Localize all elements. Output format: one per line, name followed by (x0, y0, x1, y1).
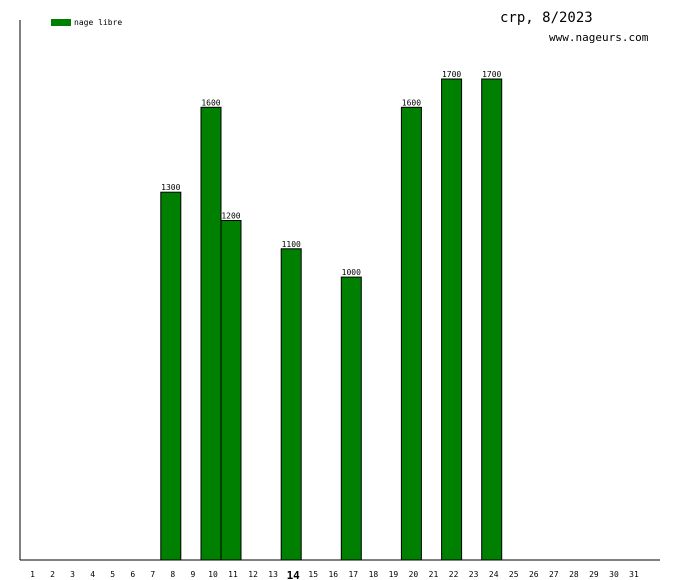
x-tick-label: 6 (130, 570, 135, 579)
x-tick-label: 25 (509, 570, 519, 579)
x-tick-label: 27 (549, 570, 559, 579)
x-tick-label: 21 (429, 570, 439, 579)
data-label-day-11: 1200 (221, 212, 240, 221)
x-tick-label: 31 (629, 570, 639, 579)
x-tick-label: 23 (469, 570, 479, 579)
data-label-day-14: 1100 (282, 240, 301, 249)
bar-day-20 (400, 106, 422, 561)
x-tick-label: 20 (409, 570, 419, 579)
chart-title: crp, 8/2023 (500, 10, 593, 26)
x-tick-label: 30 (609, 570, 619, 579)
x-tick-label: 29 (589, 570, 599, 579)
x-tick-label: 2 (50, 570, 55, 579)
data-label-day-10: 1600 (201, 98, 220, 107)
data-label-day-8: 1300 (161, 183, 180, 192)
data-label-day-20: 1600 (402, 98, 421, 107)
x-tick-label: 15 (308, 570, 318, 579)
x-tick-label: 17 (348, 570, 358, 579)
bar-day-17 (340, 276, 362, 561)
bar-day-24 (481, 78, 503, 561)
x-tick-label: 3 (70, 570, 75, 579)
legend: nage libre (51, 18, 122, 27)
bar-day-22 (441, 78, 463, 561)
x-tick-label: 8 (170, 570, 175, 579)
x-tick-label: 12 (248, 570, 258, 579)
x-tick-label: 4 (90, 570, 95, 579)
x-tick-label: 13 (268, 570, 278, 579)
x-tick-label: 11 (228, 570, 238, 579)
data-label-day-17: 1000 (342, 268, 361, 277)
x-tick-label: 28 (569, 570, 579, 579)
x-tick-label: 7 (150, 570, 155, 579)
bars (160, 78, 503, 561)
x-tick-label: 5 (110, 570, 115, 579)
bar-day-11 (220, 220, 242, 561)
x-tick-labels: 1 2 3 4 5 6 7 8 9 10 11 12 13 14 15 16 17 18 19 20 21 22 23 24 2… (30, 569, 639, 580)
bar-day-14 (280, 248, 302, 561)
x-tick-label: 18 (369, 570, 379, 579)
x-tick-label: 10 (208, 570, 218, 579)
x-tick-label: 24 (489, 570, 499, 579)
x-tick-label: 16 (328, 570, 338, 579)
bar-day-8 (160, 191, 182, 561)
legend-swatch (51, 19, 71, 26)
legend-label: nage libre (74, 18, 122, 27)
x-tick-label: 26 (529, 570, 539, 579)
data-label-day-22: 1700 (442, 70, 461, 79)
site-credit: www.nageurs.com (549, 31, 649, 44)
x-tick-label: 22 (449, 570, 459, 579)
bar-day-10 (200, 106, 222, 561)
x-tick-label: 9 (190, 570, 195, 579)
data-label-day-24: 1700 (482, 70, 501, 79)
x-tick-label: 14 (287, 569, 301, 580)
data-labels: 1300 1600 1200 1100 1000 1600 1700 1700 (161, 70, 501, 277)
x-tick-label: 19 (389, 570, 399, 579)
x-tick-label: 1 (30, 570, 35, 579)
